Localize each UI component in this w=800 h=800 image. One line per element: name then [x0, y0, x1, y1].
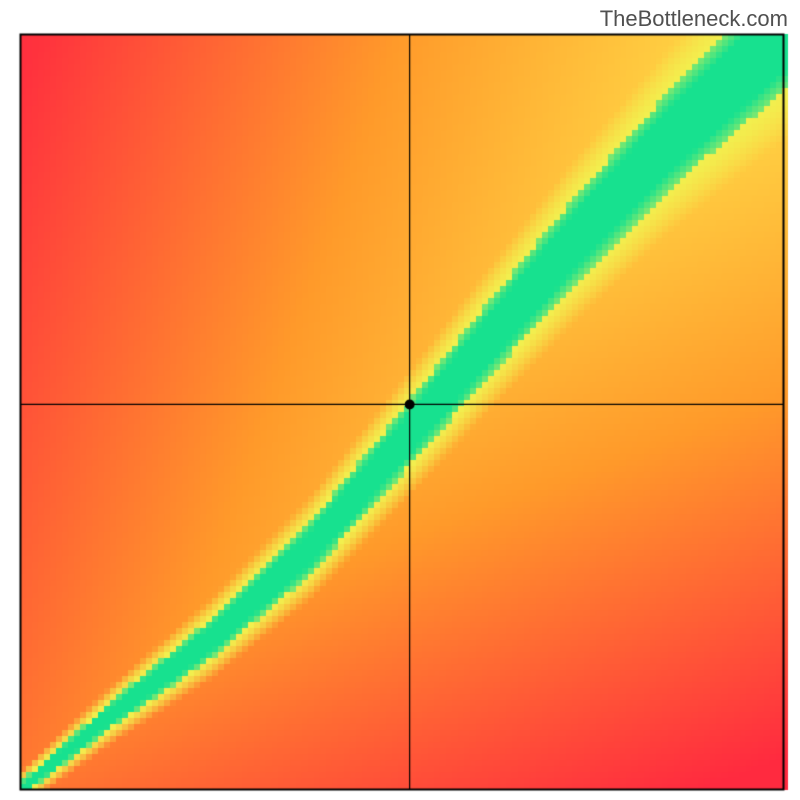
watermark-text: TheBottleneck.com: [600, 6, 788, 32]
bottleneck-heatmap-container: TheBottleneck.com: [0, 0, 800, 800]
bottleneck-heatmap-canvas: [0, 0, 800, 800]
